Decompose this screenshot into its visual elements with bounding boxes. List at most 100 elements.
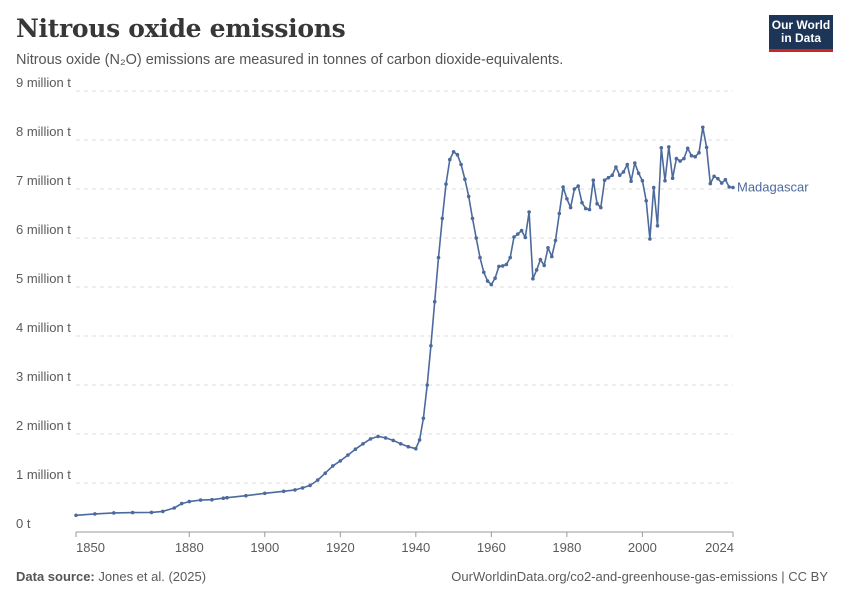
data-point [580, 200, 584, 205]
data-point [546, 246, 550, 250]
data-point [508, 255, 512, 260]
data-point [651, 185, 656, 190]
data-point [130, 510, 135, 515]
data-point [614, 165, 618, 169]
data-point [621, 170, 626, 174]
logo-line-2: in Data [780, 31, 821, 45]
data-point [500, 264, 505, 268]
data-point [187, 499, 192, 504]
data-point [561, 185, 565, 189]
x-tick-label: 1940 [401, 540, 430, 555]
data-point [685, 146, 690, 151]
data-point [172, 506, 176, 510]
data-point [550, 254, 554, 259]
data-point [425, 383, 430, 387]
data-point [244, 493, 248, 498]
data-point [474, 236, 479, 240]
data-point [689, 153, 694, 158]
data-point [338, 459, 343, 463]
data-point [636, 171, 641, 176]
data-point [455, 152, 460, 157]
data-point [478, 255, 482, 260]
data-point [161, 509, 165, 514]
data-point [527, 210, 531, 214]
data-source-label: Data source: [16, 569, 95, 584]
data-point [93, 512, 97, 516]
data-point [693, 154, 697, 159]
y-tick-label: 0 t [16, 516, 31, 531]
owid-logo[interactable]: Our World in Data [769, 15, 833, 52]
data-point [263, 491, 267, 496]
data-point [606, 175, 611, 180]
data-point [659, 146, 664, 150]
data-point [719, 181, 724, 185]
data-point [625, 162, 630, 167]
data-point [542, 263, 546, 268]
x-tick-label: 1980 [552, 540, 581, 555]
data-point [576, 184, 580, 188]
data-point [459, 162, 463, 167]
data-point [629, 179, 633, 183]
data-point [293, 488, 297, 492]
data-point [538, 257, 543, 262]
data-point [504, 262, 509, 267]
y-tick-label: 2 million t [16, 418, 71, 433]
data-point [697, 150, 701, 155]
x-tick-label: 1920 [326, 540, 355, 555]
data-point [281, 489, 286, 494]
data-point [361, 442, 365, 446]
data-point [353, 447, 358, 452]
data-point [648, 237, 652, 241]
series-label-madagascar: Madagascar [737, 180, 809, 195]
data-point [572, 187, 577, 191]
data-point [587, 207, 592, 212]
data-point [493, 276, 497, 281]
data-point [451, 150, 456, 154]
data-point [470, 216, 475, 221]
data-point [670, 176, 675, 180]
data-point [440, 216, 445, 221]
data-point [595, 201, 599, 206]
x-tick-label: 2024 [705, 540, 734, 555]
y-tick-label: 1 million t [16, 467, 71, 482]
data-point [391, 438, 396, 443]
data-point [331, 464, 335, 468]
data-point [704, 145, 709, 150]
series-line-madagascar [75, 126, 734, 517]
data-point [644, 199, 648, 203]
x-tick-label: 2000 [628, 540, 657, 555]
data-point [534, 268, 539, 272]
chart-subtitle: Nitrous oxide (N₂O) emissions are measur… [16, 52, 564, 68]
data-point [599, 205, 603, 210]
data-point [727, 185, 731, 189]
data-point [519, 228, 524, 233]
data-point [568, 205, 573, 210]
data-point [583, 206, 588, 211]
data-point [610, 173, 614, 178]
data-point [112, 511, 116, 515]
data-point [198, 498, 203, 502]
data-point [149, 510, 154, 515]
data-point [300, 486, 305, 490]
data-point [315, 478, 320, 482]
data-point [463, 177, 467, 181]
data-point [383, 436, 388, 440]
data-point [674, 156, 679, 161]
data-point [376, 434, 380, 439]
data-point [489, 282, 494, 287]
data-point [682, 156, 686, 161]
data-point [421, 416, 426, 421]
data-point [417, 438, 422, 442]
y-tick-label: 3 million t [16, 369, 71, 384]
data-point [716, 176, 720, 181]
data-point [414, 446, 418, 451]
data-point [531, 276, 535, 281]
footer-url[interactable]: OurWorldinData.org/co2-and-greenhouse-ga… [451, 569, 828, 584]
data-source-link[interactable]: Jones et al. (2025) [98, 569, 207, 584]
data-point [485, 279, 490, 283]
chart-title: Nitrous oxide emissions [16, 14, 346, 43]
y-tick-label: 6 million t [16, 222, 71, 237]
data-point [444, 182, 448, 186]
data-point [512, 235, 516, 239]
